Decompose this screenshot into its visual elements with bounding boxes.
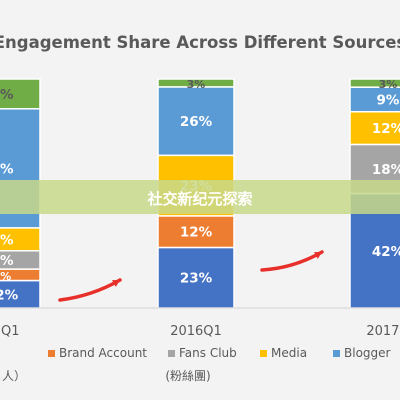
trend-arrow-2 bbox=[260, 250, 324, 272]
bar-segment bbox=[157, 78, 235, 88]
legend-label: Fans Club bbox=[179, 346, 237, 360]
trend-arrow-2-head bbox=[314, 252, 322, 259]
trend-arrows bbox=[58, 250, 324, 302]
data-label: 26% bbox=[180, 114, 213, 130]
legend-label: Brand Account bbox=[59, 346, 147, 360]
bar-segment bbox=[157, 246, 235, 309]
data-label: 12% bbox=[0, 287, 19, 303]
data-label: 3% bbox=[187, 78, 206, 91]
data-label: 3% bbox=[379, 78, 398, 91]
data-label: 2% bbox=[0, 161, 14, 177]
data-label: 18% bbox=[372, 162, 400, 178]
bar-segment bbox=[349, 78, 400, 88]
data-label: 5% bbox=[0, 270, 11, 283]
data-label: 0% bbox=[0, 232, 14, 248]
legend: Brand Account Fans Club Media Blogger 人） (粉絲團… bbox=[2, 346, 391, 383]
data-label: 8% bbox=[0, 253, 14, 269]
x-axis: 15Q1 2016Q1 2017Q bbox=[0, 307, 400, 339]
legend-sublabel: (粉絲團) bbox=[165, 368, 210, 383]
legend-swatch bbox=[48, 350, 55, 357]
x-tick-label: 2017Q bbox=[366, 324, 400, 339]
bar-segment bbox=[157, 86, 235, 157]
bar-segment bbox=[349, 86, 400, 113]
data-label: 42% bbox=[372, 244, 400, 260]
x-tick-label: 2016Q1 bbox=[170, 324, 222, 339]
legend-swatch bbox=[168, 350, 175, 357]
legend-swatch bbox=[260, 350, 267, 357]
banner-overlay: 社交新纪元探索 bbox=[0, 180, 400, 214]
data-label: 12% bbox=[372, 121, 400, 137]
data-label: 12% bbox=[180, 225, 213, 241]
trend-arrow-1-head bbox=[112, 280, 120, 287]
legend-swatch bbox=[333, 350, 340, 357]
bar-segment bbox=[0, 78, 41, 110]
data-label: 9% bbox=[377, 92, 400, 108]
legend-label: Blogger bbox=[344, 346, 391, 360]
data-label: 23% bbox=[180, 271, 213, 287]
banner-text: 社交新纪元探索 bbox=[146, 190, 252, 208]
chart-title: Engagement Share Across Different Source… bbox=[0, 33, 400, 52]
x-tick-label: 15Q1 bbox=[0, 324, 20, 339]
bar-segment bbox=[349, 110, 400, 146]
legend-sublabel: 人） bbox=[2, 369, 26, 383]
trend-arrow-1 bbox=[58, 278, 122, 302]
legend-label: Media bbox=[271, 346, 307, 360]
data-label: 0% bbox=[0, 87, 14, 103]
bar-segment bbox=[0, 279, 41, 309]
banner-background bbox=[0, 180, 400, 214]
bar-segment bbox=[157, 215, 235, 249]
